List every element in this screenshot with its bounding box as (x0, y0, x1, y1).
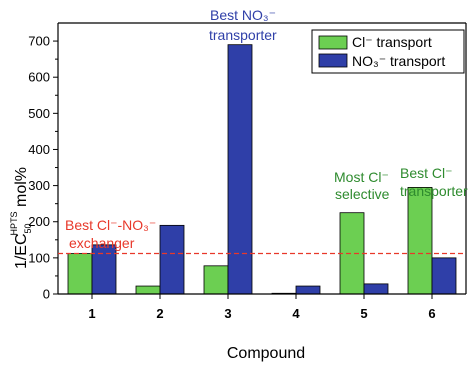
annotation-best-exchanger-line1: Best Cl⁻-NO₃⁻ (65, 217, 156, 233)
bar-cl-compound-3 (203, 265, 229, 295)
y-axis-title-sup: HPTS (9, 211, 19, 235)
y-axis-title-suffix: mol% (13, 167, 30, 211)
annotation-best-cl-line1: Best Cl⁻ (400, 165, 453, 181)
annotation-most-cl-selective: Most Cl⁻ selective (334, 169, 390, 202)
x-tick-label-1: 1 (88, 306, 95, 321)
x-tick-label-2: 2 (156, 306, 163, 321)
y-tick-label: 600 (28, 70, 50, 85)
y-axis-title: 1/EC50 HPTS mol% (9, 167, 33, 269)
annotation-best-exchanger: Best Cl⁻-NO₃⁻ exchanger (65, 217, 156, 251)
annotation-most-cl-line2: selective (335, 186, 390, 202)
annotation-best-exchanger-line2: exchanger (69, 235, 135, 251)
legend-label-no3: NO₃⁻ transport (352, 53, 445, 69)
annotation-best-cl-transporter: Best Cl⁻ transporter (400, 165, 468, 199)
bar-no3-compound-2 (159, 224, 185, 295)
y-tick-label: 400 (28, 142, 50, 157)
bar-cl-compound-6 (407, 187, 433, 295)
legend-swatch-no3 (318, 53, 348, 68)
y-axis-title-main: 1/EC (13, 233, 30, 269)
legend-swatch-cl (318, 35, 348, 50)
legend: Cl⁻ transport NO₃⁻ transport (311, 29, 465, 74)
bar-cl-compound-1 (67, 253, 93, 295)
x-tick-label-6: 6 (428, 306, 435, 321)
x-tick-label-5: 5 (360, 306, 367, 321)
bar-cl-compound-5 (339, 212, 365, 295)
x-axis-title: Compound (227, 345, 305, 362)
y-tick-label: 200 (28, 214, 50, 229)
y-axis-title-sub: 50 (23, 223, 33, 233)
bar-no3-compound-6 (431, 257, 457, 295)
annotation-best-no3-line1: Best NO₃⁻ (210, 7, 276, 23)
annotation-best-no3-transporter: Best NO₃⁻ transporter (209, 7, 277, 43)
y-tick-label: 300 (28, 178, 50, 193)
legend-label-cl: Cl⁻ transport (352, 34, 432, 50)
annotation-best-cl-line2: transporter (400, 183, 468, 199)
annotation-most-cl-line1: Most Cl⁻ (334, 169, 389, 185)
y-tick-label: 100 (28, 250, 50, 265)
bar-no3-compound-5 (363, 283, 389, 295)
annotation-best-no3-line2: transporter (209, 27, 277, 43)
x-tick-label-4: 4 (292, 306, 300, 321)
bar-no3-compound-4 (295, 285, 321, 295)
x-tick-label-3: 3 (224, 306, 231, 321)
y-tick-label: 0 (43, 287, 50, 302)
bar-no3-compound-3 (227, 44, 253, 295)
y-tick-label: 500 (28, 106, 50, 121)
bar-cl-compound-2 (135, 285, 161, 295)
bar-no3-compound-1 (91, 244, 117, 295)
y-tick-label: 700 (28, 34, 50, 49)
